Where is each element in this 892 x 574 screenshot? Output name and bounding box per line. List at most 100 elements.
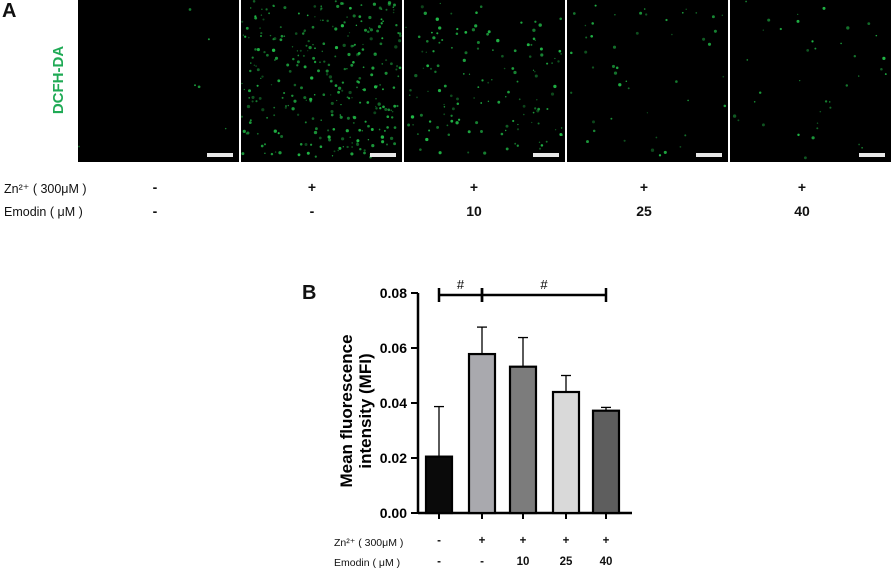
fluorescent-spot [829,106,832,109]
zn-value: + [562,535,570,547]
fluorescent-spot [287,104,289,107]
fluorescent-spot [281,96,284,99]
fluorescent-spot [426,64,430,68]
fluorescent-spot [283,35,286,38]
fluorescent-spot [194,84,196,87]
fluorescent-spot [450,12,453,15]
fluorescent-spot [376,85,379,87]
fluorescent-spot [340,137,345,141]
emodin-row-label: Emodin ( μM ) [334,557,401,569]
fluorescent-spot [378,128,381,131]
fluorescent-spot [471,28,476,32]
fluorescent-spot [397,32,400,34]
fluorescent-spot [559,17,562,21]
fluorescent-spot [256,48,260,52]
fluorescent-spot [711,15,715,19]
fluorescent-spot [332,128,336,131]
fluorescent-spot [293,83,297,87]
fluorescent-spot [320,119,322,121]
fluorescent-spot [314,16,316,18]
fluorescent-spot [359,147,362,151]
fluorescent-spot [473,97,475,99]
fluorescent-spot [635,31,639,35]
fluorescent-spot [329,79,333,83]
fluorescent-spot [359,101,362,104]
fluorescent-spot [325,73,329,76]
fluorescent-spot [438,41,441,44]
fluorescent-spot [306,14,309,17]
fluorescent-spot [427,90,429,93]
fluorescent-spot [252,0,256,3]
fluorescent-spot [348,32,351,34]
fluorescent-spot [540,53,544,57]
y-tick-label: 0.00 [380,505,407,521]
fluorescent-spot [623,139,626,142]
scale-bar [207,153,233,157]
fluorescent-spot [483,151,487,155]
zn-value: + [797,179,807,195]
fluorescent-spot [394,45,398,49]
fluorescent-spot [363,88,366,92]
fluorescent-spot [322,19,324,22]
fluorescent-spot [614,14,616,16]
fluorescent-spot [311,25,315,29]
fluorescent-spot [393,104,397,108]
fluorescent-spot [330,113,334,117]
fluorescent-spot [371,144,375,148]
fluorescent-spot [373,111,377,115]
fluorescent-spot [249,69,252,73]
fluorescent-spot [242,129,246,133]
fluorescent-spot [528,55,532,58]
fluorescent-spot [437,89,442,93]
emodin-value: 10 [466,203,482,219]
fluorescent-spot [330,109,334,114]
fluorescent-spot [368,27,371,29]
fluorescent-spot [395,65,399,68]
fluorescent-spot [338,146,342,150]
fluorescent-spot [367,30,370,33]
fluorescent-spot [260,144,264,148]
fluorescent-spot [762,29,764,31]
bar [591,409,621,515]
fluorescent-spot [337,149,340,152]
fluorescent-spot [480,130,483,133]
fluorescent-spot [358,76,362,80]
fluorescent-spot [816,127,819,130]
fluorescent-spot [446,124,449,127]
fluorescent-spot [828,101,831,103]
fluorescent-spot [342,146,344,148]
fluorescent-spot [417,35,421,39]
fluorescent-spot [224,127,227,130]
fluorescent-spot [328,75,333,79]
fluorescent-spot [584,50,588,54]
fluorescent-spot [422,67,425,69]
fluorescent-spot [875,34,878,37]
fluorescent-spot [455,121,459,125]
fluorescent-spot [337,90,341,94]
fluorescent-spot [438,151,442,155]
fluorescent-spot [858,143,861,146]
fluorescent-spot [464,51,468,55]
fluorescent-spot [253,64,256,67]
fluorescent-spot [346,16,348,18]
fluorescent-spot [758,91,762,94]
fluorescent-spot [364,120,367,123]
fluorescent-spot [326,19,329,23]
fluorescent-spot [266,116,269,119]
fluorescent-spot [531,121,533,124]
fluorescent-spot [320,9,322,11]
fluorescent-spot [297,12,300,15]
fluorescent-spot [858,75,860,77]
fluorescent-spot [438,26,442,30]
fluorescent-spot [263,50,266,54]
fluorescent-spot [546,62,549,65]
emodin-value: - [309,203,315,219]
fluorescent-spot [450,46,453,49]
fluorescent-spot [522,104,526,108]
fluorescent-spot [551,62,553,64]
fluorescent-spot [811,136,815,140]
fluorescent-spot [536,99,538,101]
fluorescent-spot [385,143,389,146]
fluorescent-spot [380,135,385,139]
fluorescent-spot [345,129,349,133]
